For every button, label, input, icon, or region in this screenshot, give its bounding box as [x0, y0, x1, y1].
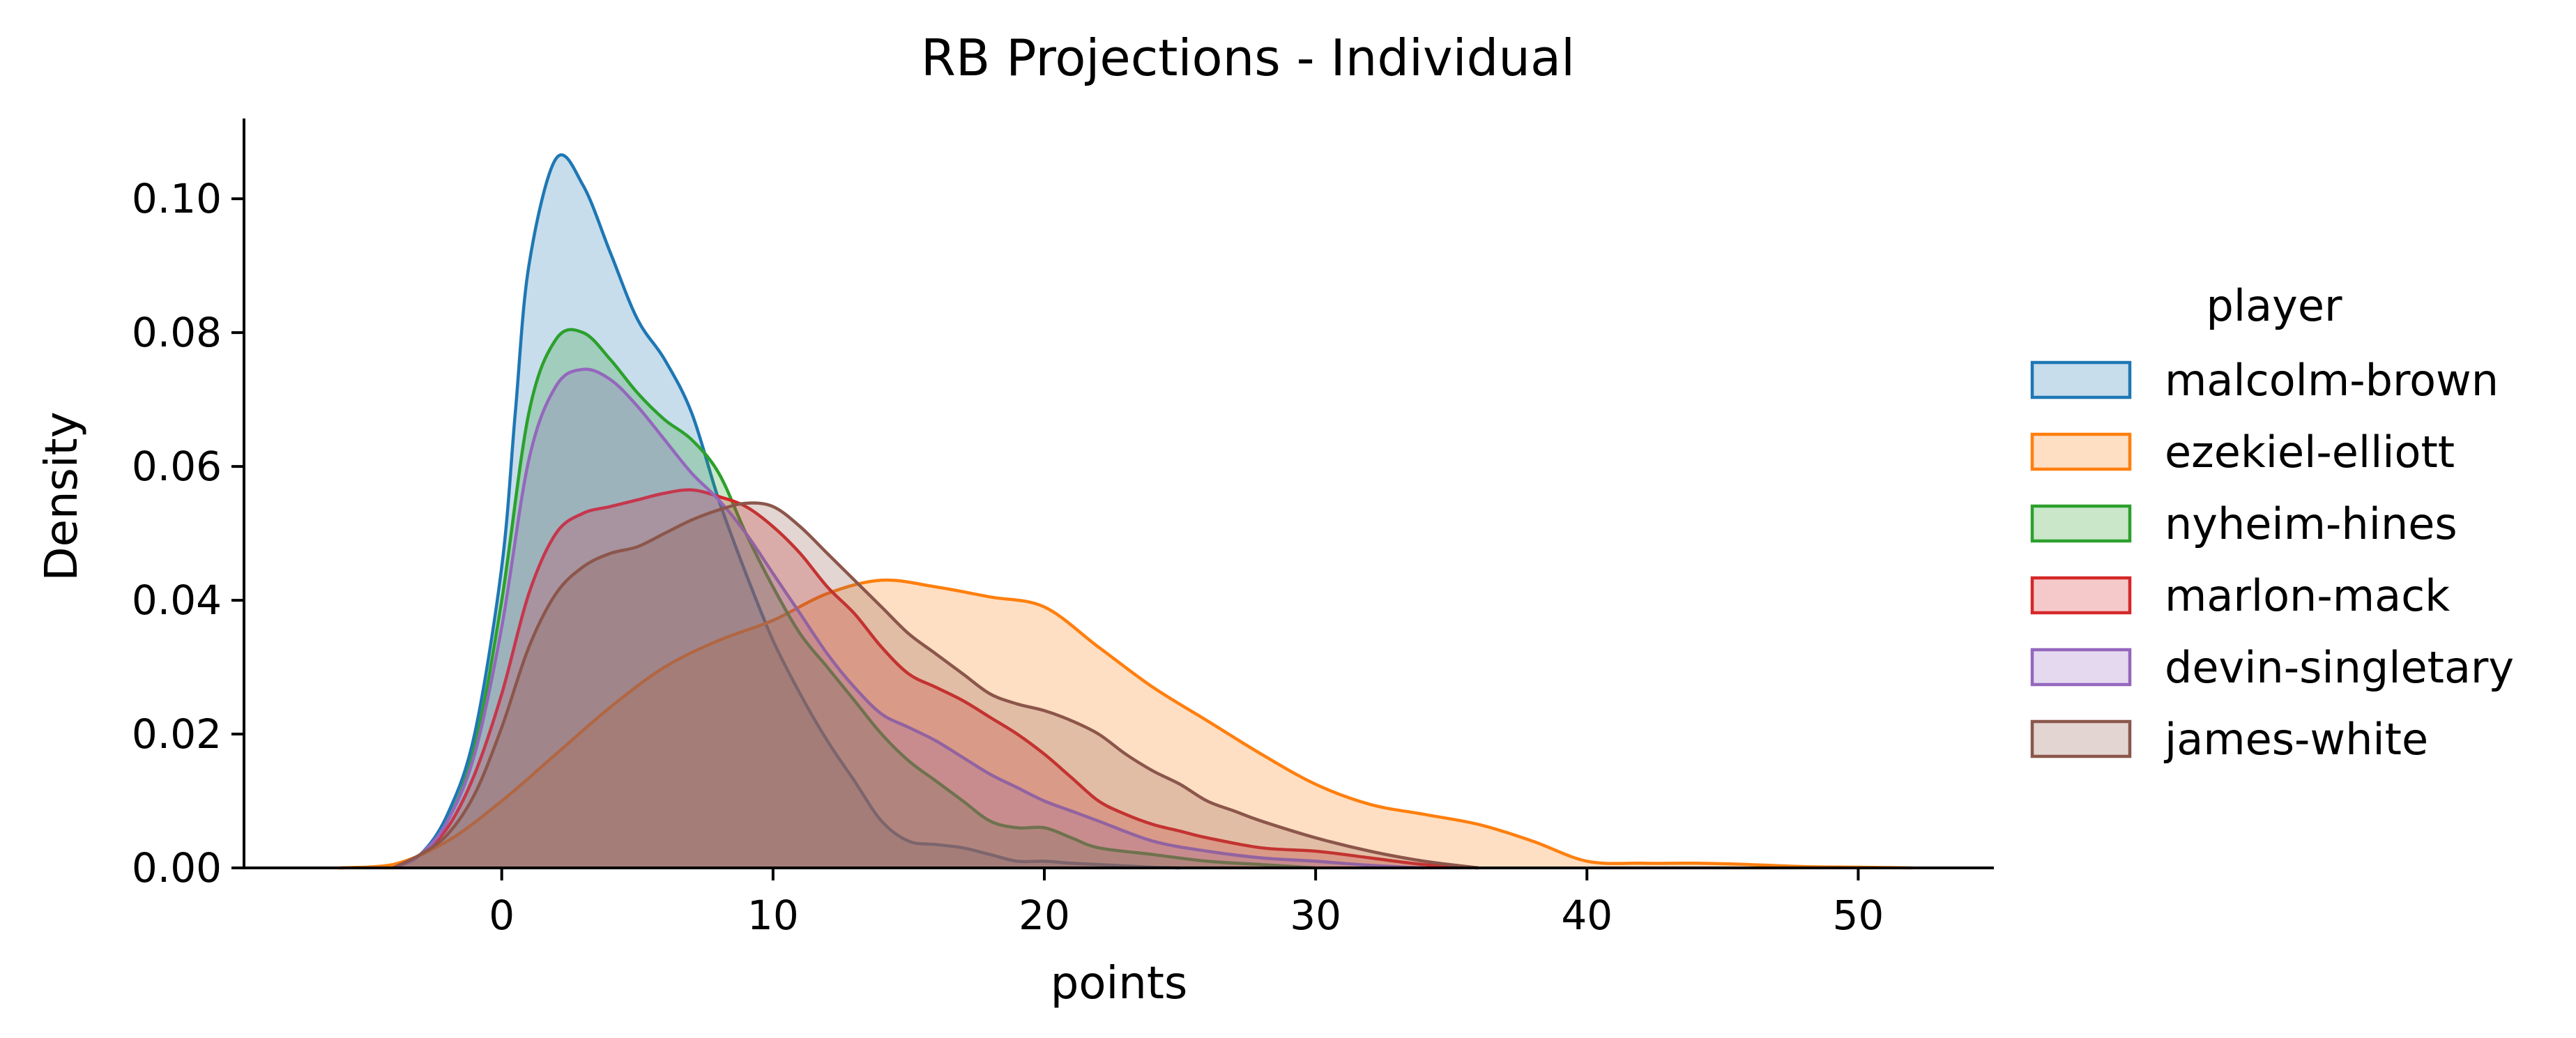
legend: player malcolm-brown ezekiel-elliott nyhei… [2030, 280, 2514, 765]
y-tick-label: 0.06 [132, 443, 222, 490]
legend-swatch-marlon-mack [2030, 576, 2132, 615]
y-tick-label: 0.08 [132, 309, 222, 356]
x-axis: 0 10 20 30 40 50 [244, 867, 1994, 939]
legend-title: player [2207, 280, 2342, 331]
series-line-nyheim-hines [393, 328, 1316, 870]
x-tick-label: 30 [1290, 892, 1341, 939]
legend-swatch-devin-singletary [2030, 648, 2132, 687]
legend-label-james-white: james-white [2163, 714, 2428, 765]
x-tick-label: 20 [1019, 892, 1070, 939]
series-line-ezekiel-elliott [339, 578, 1913, 870]
x-tick-label: 40 [1561, 892, 1613, 939]
y-tick-label: 0.00 [132, 844, 222, 892]
x-axis-label: points [1051, 958, 1188, 1009]
legend-swatch-nyheim-hines [2030, 504, 2132, 543]
x-tick-label: 10 [747, 892, 799, 939]
legend-swatch-malcolm-brown [2030, 360, 2132, 399]
series-line-devin-singletary [393, 367, 1424, 870]
series-area-marlon-mack [393, 489, 1479, 868]
legend-label-devin-singletary: devin-singletary [2165, 642, 2514, 693]
chart-title: RB Projections - Individual [921, 29, 1575, 87]
y-axis-label: Density [36, 411, 88, 581]
legend-label-nyheim-hines: nyheim-hines [2165, 498, 2457, 549]
series-area-james-white [393, 503, 1479, 868]
series-area-devin-singletary [393, 369, 1424, 868]
y-tick-label: 0.04 [132, 577, 222, 624]
legend-label-marlon-mack: marlon-mack [2165, 570, 2450, 621]
series-line-marlon-mack [393, 488, 1479, 870]
x-tick-label: 0 [489, 892, 515, 939]
series-line-malcolm-brown [393, 153, 1180, 870]
legend-label-malcolm-brown: malcolm-brown [2165, 355, 2499, 406]
x-tick-label: 50 [1833, 892, 1884, 939]
legend-swatch-ezekiel-elliott [2030, 432, 2132, 471]
series-area-nyheim-hines [393, 329, 1316, 868]
series-area-malcolm-brown [393, 155, 1180, 869]
series-area-ezekiel-elliott [339, 580, 1913, 868]
legend-swatch-james-white [2030, 719, 2132, 758]
plot-area [339, 153, 1913, 870]
y-axis: 0.00 0.02 0.04 0.06 0.08 0.10 [132, 119, 245, 892]
legend-label-ezekiel-elliott: ezekiel-elliott [2165, 427, 2455, 478]
y-tick-label: 0.10 [132, 175, 222, 222]
series-line-james-white [393, 501, 1479, 870]
y-tick-label: 0.02 [132, 710, 222, 758]
